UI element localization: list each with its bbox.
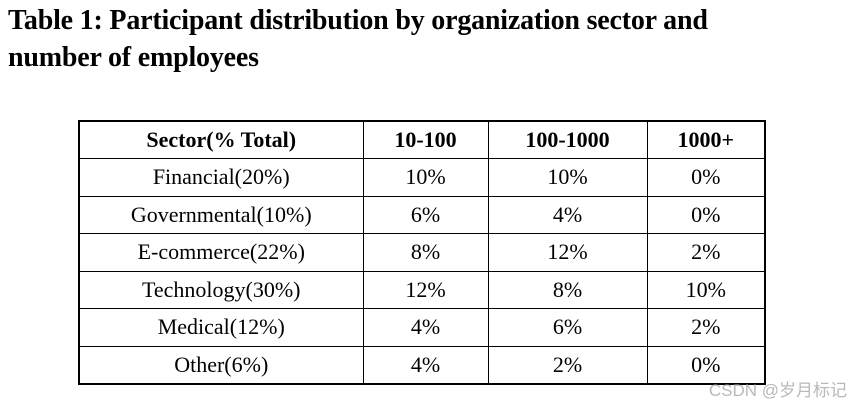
col-header-sector: Sector(% Total) xyxy=(78,120,364,159)
table-row: E-commerce(22%) 8% 12% 2% xyxy=(78,233,766,272)
value-cell: 8% xyxy=(487,270,648,309)
value-cell: 6% xyxy=(362,195,489,234)
sector-cell: Technology(30%) xyxy=(78,270,364,309)
caption-line-2: number of employees xyxy=(8,42,259,73)
value-cell: 0% xyxy=(646,345,766,384)
value-cell: 10% xyxy=(646,270,766,309)
table-row: Governmental(10%) 6% 4% 0% xyxy=(78,195,766,234)
value-cell: 12% xyxy=(362,270,489,309)
value-cell: 2% xyxy=(487,345,648,384)
sector-cell: Financial(20%) xyxy=(78,158,364,197)
col-header-10-100: 10-100 xyxy=(362,120,489,159)
value-cell: 10% xyxy=(362,158,489,197)
value-cell: 2% xyxy=(646,308,766,347)
table-row: Technology(30%) 12% 8% 10% xyxy=(78,270,766,309)
col-header-1000plus: 1000+ xyxy=(646,120,766,159)
table-row: Financial(20%) 10% 10% 0% xyxy=(78,158,766,197)
sector-cell: Governmental(10%) xyxy=(78,195,364,234)
value-cell: 6% xyxy=(487,308,648,347)
sector-cell: E-commerce(22%) xyxy=(78,233,364,272)
col-header-100-1000: 100-1000 xyxy=(487,120,648,159)
table-row: Medical(12%) 4% 6% 2% xyxy=(78,308,766,347)
value-cell: 4% xyxy=(362,308,489,347)
value-cell: 2% xyxy=(646,233,766,272)
value-cell: 0% xyxy=(646,195,766,234)
value-cell: 12% xyxy=(487,233,648,272)
caption-line-1: Table 1: Participant distribution by org… xyxy=(8,5,708,36)
table-caption: Table 1: Participant distribution by org… xyxy=(8,2,850,76)
table-header-row: Sector(% Total) 10-100 100-1000 1000+ xyxy=(78,120,766,159)
value-cell: 0% xyxy=(646,158,766,197)
value-cell: 10% xyxy=(487,158,648,197)
table-row: Other(6%) 4% 2% 0% xyxy=(78,345,766,384)
value-cell: 8% xyxy=(362,233,489,272)
participant-distribution-table: Sector(% Total) 10-100 100-1000 1000+ Fi… xyxy=(78,120,766,385)
value-cell: 4% xyxy=(362,345,489,384)
sector-cell: Medical(12%) xyxy=(78,308,364,347)
sector-cell: Other(6%) xyxy=(78,345,364,384)
value-cell: 4% xyxy=(487,195,648,234)
